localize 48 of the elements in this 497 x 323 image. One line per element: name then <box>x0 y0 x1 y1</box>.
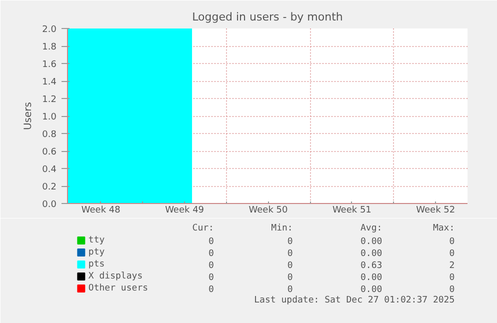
y-tick-label: 1.4 <box>42 78 57 88</box>
text: Last update: Sat Dec 27 01:02:37 2025 <box>254 296 455 306</box>
y-tick-label: 1.8 <box>42 42 57 52</box>
text: 0 <box>208 249 214 259</box>
x-tick-label: Week 52 <box>416 206 456 216</box>
text: 0 <box>287 249 293 259</box>
text: Min: <box>271 224 293 234</box>
text: 0.00 <box>360 285 382 295</box>
y-tick-label: 1.6 <box>42 60 57 70</box>
text: 0 <box>449 237 455 247</box>
text: 0.00 <box>360 237 382 247</box>
legend-label: tty <box>88 236 106 246</box>
y-tick-label: 1.0 <box>42 112 57 122</box>
x-tick-label: Week 48 <box>81 206 121 216</box>
text: 0.00 <box>360 249 382 259</box>
text: 0 <box>287 273 293 283</box>
text: 0.63 <box>360 261 382 271</box>
x-tick-label: Week 51 <box>332 206 372 216</box>
legend-label: Other users <box>88 284 148 294</box>
text: 0 <box>287 237 293 247</box>
text: 0 <box>208 285 214 295</box>
y-tick-label: 0.2 <box>42 182 57 192</box>
text: 0 <box>449 285 455 295</box>
x-tick-label: Week 49 <box>165 206 204 216</box>
text: 0 <box>208 237 214 247</box>
legend-label: pts <box>88 260 105 270</box>
x-tick-label: Week 50 <box>248 206 288 216</box>
text: 0 <box>287 285 293 295</box>
y-tick-label: 2.0 <box>42 25 57 35</box>
text: 0.00 <box>360 273 382 283</box>
text: 0 <box>208 273 214 283</box>
chart-title: Logged in users - by month <box>192 10 343 24</box>
text: Cur: <box>192 224 214 234</box>
legend-label: pty <box>88 248 106 258</box>
text: 0 <box>449 249 455 259</box>
y-tick-label: 0.8 <box>42 130 57 140</box>
text: Max: <box>432 224 455 234</box>
legend-label: X displays <box>88 272 143 282</box>
y-tick-label: 0.6 <box>42 148 57 158</box>
y-tick-label: 0.0 <box>42 200 57 210</box>
y-axis-title: Users <box>23 102 34 130</box>
text: 0 <box>449 273 455 283</box>
y-tick-label: 1.2 <box>42 95 57 105</box>
text: 2 <box>449 261 455 271</box>
text: 0 <box>287 261 293 271</box>
y-tick-label: 0.4 <box>42 165 57 175</box>
text: Avg: <box>360 224 382 234</box>
text: 0 <box>208 261 214 271</box>
